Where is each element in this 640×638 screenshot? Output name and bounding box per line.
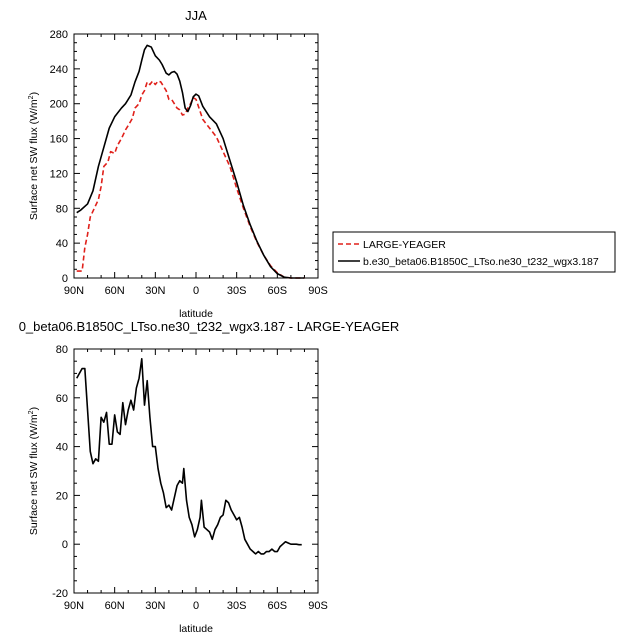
top-y-tick-label: 120 bbox=[50, 168, 68, 180]
bottom-y-axis-title-main: Surface net SW flux (W/m bbox=[28, 414, 40, 535]
bottom-y-ticks: -20 0 20 40 60 80 bbox=[52, 344, 318, 600]
bottom-plot-frame bbox=[73, 348, 319, 594]
bottom-y-axis-title-sup: 2 bbox=[28, 410, 35, 414]
legend-box bbox=[332, 231, 616, 273]
top-x-tick-label: 30N bbox=[145, 285, 165, 297]
top-x-tick-label: 60S bbox=[268, 285, 288, 297]
top-y-tick-label: 280 bbox=[50, 29, 68, 41]
top-x-tick-label: 30S bbox=[227, 285, 247, 297]
legend-label-large-yeager: LARGE-YEAGER bbox=[363, 239, 446, 251]
top-y-axis-title-sup: 2 bbox=[28, 95, 35, 99]
top-x-axis-title: latitude bbox=[179, 308, 213, 320]
legend-label-model: b.e30_beta06.B1850C_LTso.ne30_t232_wgx3.… bbox=[363, 256, 599, 268]
bottom-x-tick-label: 60S bbox=[268, 600, 288, 612]
bottom-x-tick-label: 90N bbox=[64, 600, 84, 612]
bottom-y-tick-label: 80 bbox=[56, 344, 68, 356]
top-x-tick-label: 60N bbox=[105, 285, 125, 297]
top-y-ticks: 0 40 80 120 160 200 240 280 bbox=[50, 29, 318, 285]
top-x-tick-label: 0 bbox=[193, 285, 199, 297]
top-y-axis-title: Surface net SW flux (W/m2) bbox=[28, 92, 40, 220]
top-y-axis-title-main: Surface net SW flux (W/m bbox=[28, 99, 40, 220]
top-series-group bbox=[76, 44, 305, 279]
bottom-x-tick-label: 0 bbox=[193, 600, 199, 612]
bottom-series-group bbox=[76, 357, 302, 555]
top-y-tick-label: 240 bbox=[50, 64, 68, 76]
bottom-y-tick-label: 20 bbox=[56, 490, 68, 502]
top-plot-frame bbox=[73, 33, 319, 279]
bottom-x-axis-title: latitude bbox=[179, 623, 213, 635]
top-x-tick-label: 90N bbox=[64, 285, 84, 297]
bottom-panel-title: 0_beta06.B1850C_LTso.ne30_t232_wgx3.187 … bbox=[19, 319, 400, 334]
top-panel-title: JJA bbox=[185, 8, 207, 23]
bottom-x-tick-label: 30S bbox=[227, 600, 247, 612]
bottom-y-tick-label: 60 bbox=[56, 393, 68, 405]
bottom-y-tick-label: 0 bbox=[62, 539, 68, 551]
bottom-x-tick-label: 60N bbox=[105, 600, 125, 612]
top-x-tick-label: 90S bbox=[308, 285, 328, 297]
legend: LARGE-YEAGER b.e30_beta06.B1850C_LTso.ne… bbox=[332, 231, 616, 273]
top-y-tick-label: 160 bbox=[50, 134, 68, 146]
bottom-panel: 0_beta06.B1850C_LTso.ne30_t232_wgx3.187 … bbox=[19, 319, 400, 635]
bottom-x-ticks: 90N 60N 30N 0 30S 60S 90S bbox=[64, 349, 328, 612]
top-y-axis-title-close: ) bbox=[28, 92, 40, 96]
bottom-x-tick-label: 90S bbox=[308, 600, 328, 612]
top-y-tick-label: 0 bbox=[62, 273, 68, 285]
top-y-tick-label: 80 bbox=[56, 203, 68, 215]
bottom-y-tick-label: 40 bbox=[56, 442, 68, 454]
bottom-y-tick-label: -20 bbox=[52, 588, 68, 600]
top-y-tick-label: 200 bbox=[50, 99, 68, 111]
top-series-line-1 bbox=[76, 44, 305, 279]
top-panel: JJA 0 40 80 120 160 200 240 280 90N 60N 30N 0 30S 60… bbox=[28, 8, 328, 320]
bottom-y-axis-title: Surface net SW flux (W/m2) bbox=[28, 407, 40, 535]
top-y-tick-label: 40 bbox=[56, 238, 68, 250]
bottom-x-tick-label: 30N bbox=[145, 600, 165, 612]
bottom-y-axis-title-close: ) bbox=[28, 407, 40, 411]
bottom-series-line-0 bbox=[76, 357, 302, 555]
top-x-ticks: 90N 60N 30N 0 30S 60S 90S bbox=[64, 34, 328, 297]
top-series-line-0 bbox=[76, 80, 305, 279]
